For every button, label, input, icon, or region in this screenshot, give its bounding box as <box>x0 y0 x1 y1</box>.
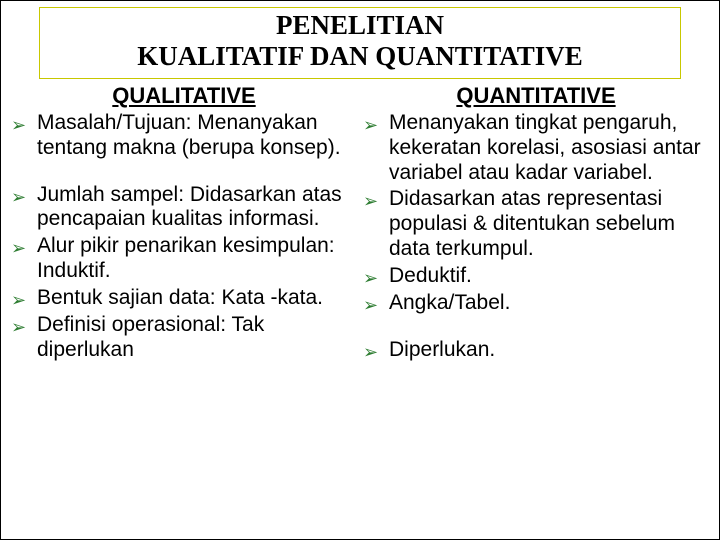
list-item: ➢ Angka/Tabel. <box>363 291 709 316</box>
bullet-text: Diperlukan. <box>389 338 709 363</box>
title-line-2: KUALITATIF DAN QUANTITATIVE <box>137 41 583 71</box>
right-column-header: QUANTITATIVE <box>363 83 709 109</box>
bullet-icon: ➢ <box>11 290 27 311</box>
list-item: ➢ Deduktif. <box>363 264 709 289</box>
title-box: PENELITIAN KUALITATIF DAN QUANTITATIVE <box>39 7 681 79</box>
list-item: ➢ Menanyakan tingkat pengaruh, kekeratan… <box>363 111 709 185</box>
bullet-icon: ➢ <box>363 191 379 212</box>
bullet-icon: ➢ <box>363 115 379 136</box>
list-item: ➢ Definisi operasional: Tak diperlukan <box>11 313 357 363</box>
slide-title: PENELITIAN KUALITATIF DAN QUANTITATIVE <box>48 10 672 72</box>
spacer <box>363 318 709 338</box>
list-item: ➢ Masalah/Tujuan: Menanyakan tentang mak… <box>11 111 357 161</box>
bullet-text: Definisi operasional: Tak diperlukan <box>37 313 357 363</box>
bullet-text: Menanyakan tingkat pengaruh, kekeratan k… <box>389 111 709 185</box>
list-item: ➢ Diperlukan. <box>363 338 709 363</box>
bullet-text: Deduktif. <box>389 264 709 289</box>
bullet-text: Angka/Tabel. <box>389 291 709 316</box>
bullet-text: Masalah/Tujuan: Menanyakan tentang makna… <box>37 111 357 161</box>
two-column-layout: QUALITATIVE ➢ Masalah/Tujuan: Menanyakan… <box>11 83 709 365</box>
left-column: QUALITATIVE ➢ Masalah/Tujuan: Menanyakan… <box>11 83 357 365</box>
slide-frame: PENELITIAN KUALITATIF DAN QUANTITATIVE Q… <box>0 0 720 540</box>
spacer <box>11 163 357 183</box>
bullet-text: Alur pikir penarikan kesimpulan: Indukti… <box>37 234 357 284</box>
list-item: ➢ Jumlah sampel: Didasarkan atas pencapa… <box>11 183 357 233</box>
bullet-icon: ➢ <box>11 115 27 136</box>
list-item: ➢ Bentuk sajian data: Kata -kata. <box>11 286 357 311</box>
list-item: ➢ Didasarkan atas representasi populasi … <box>363 187 709 261</box>
bullet-icon: ➢ <box>363 295 379 316</box>
bullet-icon: ➢ <box>11 187 27 208</box>
left-column-header: QUALITATIVE <box>11 83 357 109</box>
right-column: QUANTITATIVE ➢ Menanyakan tingkat pengar… <box>363 83 709 365</box>
bullet-text: Bentuk sajian data: Kata -kata. <box>37 286 357 311</box>
list-item: ➢ Alur pikir penarikan kesimpulan: Induk… <box>11 234 357 284</box>
bullet-text: Jumlah sampel: Didasarkan atas pencapaia… <box>37 183 357 233</box>
bullet-icon: ➢ <box>11 238 27 259</box>
bullet-icon: ➢ <box>363 342 379 363</box>
bullet-icon: ➢ <box>11 317 27 338</box>
title-line-1: PENELITIAN <box>276 10 444 40</box>
bullet-icon: ➢ <box>363 268 379 289</box>
bullet-text: Didasarkan atas representasi populasi & … <box>389 187 709 261</box>
